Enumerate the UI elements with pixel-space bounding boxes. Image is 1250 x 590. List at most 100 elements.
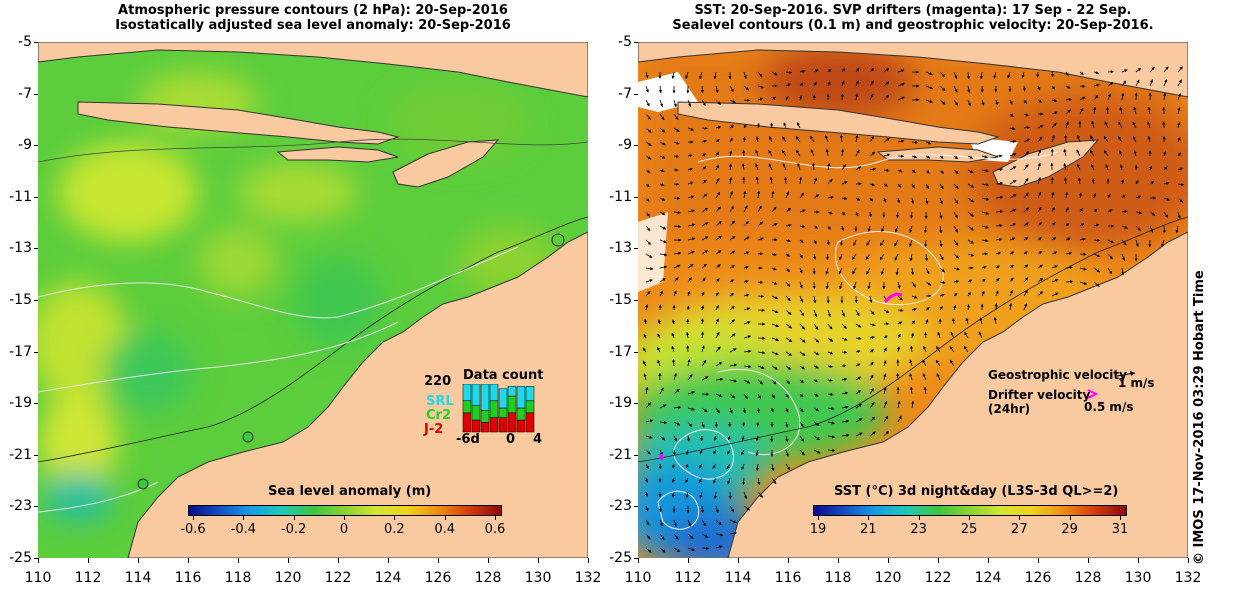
velocity-arrow bbox=[841, 80, 845, 87]
velocity-arrow bbox=[785, 393, 789, 398]
velocity-arrow bbox=[813, 379, 819, 383]
velocity-arrow bbox=[1051, 222, 1056, 227]
velocity-arrow bbox=[659, 113, 665, 121]
velocity-arrow bbox=[713, 435, 717, 441]
velocity-arrow bbox=[1106, 106, 1110, 115]
data-count-bar-cr2 bbox=[480, 410, 490, 423]
velocity-arrow bbox=[1121, 210, 1128, 214]
left-x-tick-label: 124 bbox=[374, 570, 402, 586]
velocity-arrow bbox=[685, 463, 689, 469]
velocity-arrow bbox=[687, 167, 693, 171]
velocity-arrow bbox=[757, 71, 763, 78]
velocity-arrow bbox=[713, 71, 717, 80]
right-x-tick-label: 120 bbox=[874, 570, 902, 586]
velocity-arrow bbox=[981, 239, 989, 243]
sst-colorbar bbox=[813, 505, 1127, 516]
velocity-arrow bbox=[785, 337, 793, 343]
velocity-arrow bbox=[937, 331, 941, 339]
velocity-legend: Geostrophic velocity 1 m/s Drifter veloc… bbox=[988, 368, 1168, 448]
velocity-arrow bbox=[925, 267, 930, 275]
velocity-arrow bbox=[1079, 237, 1086, 242]
velocity-arrow bbox=[1091, 163, 1095, 171]
velocity-arrow bbox=[715, 85, 719, 94]
sst-field bbox=[638, 42, 1188, 558]
left-x-tick-label: 118 bbox=[224, 570, 252, 586]
right-x-tick-label: 116 bbox=[774, 570, 802, 586]
velocity-arrow bbox=[771, 71, 778, 76]
right-x-tick bbox=[638, 558, 639, 563]
velocity-arrow bbox=[867, 225, 871, 233]
velocity-arrow bbox=[1093, 94, 1099, 101]
left-x-tick-label: 130 bbox=[524, 570, 552, 586]
velocity-arrow bbox=[1079, 96, 1086, 101]
left-y-tick-label: -13 bbox=[9, 240, 32, 257]
velocity-arrow bbox=[866, 267, 871, 275]
velocity-arrow bbox=[897, 295, 903, 301]
right-x-tick-label: 118 bbox=[824, 570, 852, 586]
island-chain bbox=[77, 101, 400, 145]
velocity-arrow bbox=[827, 179, 833, 185]
velocity-arrow bbox=[645, 113, 651, 120]
velocity-arrow bbox=[1163, 211, 1168, 218]
data-count-series-j2: J-2 bbox=[424, 422, 444, 437]
velocity-arrow bbox=[1091, 120, 1095, 129]
velocity-arrow bbox=[1051, 206, 1055, 213]
velocity-arrow bbox=[1079, 267, 1087, 271]
velocity-arrow bbox=[741, 463, 745, 471]
velocity-arrow bbox=[841, 211, 846, 216]
velocity-arrow bbox=[659, 547, 666, 553]
velocity-arrow bbox=[827, 211, 833, 215]
velocity-arrow bbox=[812, 162, 816, 171]
right-x-tick-label: 130 bbox=[1124, 570, 1152, 586]
velocity-arrow bbox=[755, 149, 759, 157]
velocity-arrow bbox=[951, 317, 956, 325]
velocity-arrow bbox=[687, 407, 695, 411]
left-title-line1: Atmospheric pressure contours (2 hPa): 2… bbox=[118, 3, 508, 18]
velocity-arrow bbox=[1107, 253, 1113, 260]
velocity-arrow bbox=[840, 93, 844, 101]
velocity-arrow bbox=[742, 421, 746, 427]
velocity-arrow bbox=[812, 253, 817, 260]
left-y-tick bbox=[34, 42, 38, 43]
velocity-arrow bbox=[1107, 267, 1113, 275]
right-x-tick-label: 114 bbox=[724, 570, 752, 586]
velocity-arrow bbox=[869, 135, 875, 143]
velocity-arrow bbox=[757, 365, 765, 369]
right-y-tick bbox=[634, 248, 638, 250]
velocity-arrow bbox=[810, 135, 815, 143]
velocity-arrow bbox=[659, 387, 664, 395]
velocity-arrow bbox=[701, 236, 709, 241]
velocity-arrow bbox=[1079, 107, 1084, 115]
velocity-arrow bbox=[715, 346, 721, 353]
velocity-arrow bbox=[897, 82, 905, 87]
left-y-tick bbox=[34, 558, 38, 559]
velocity-arrow bbox=[953, 304, 957, 311]
velocity-arrow bbox=[687, 290, 691, 297]
velocity-arrow bbox=[1037, 85, 1041, 91]
velocity-arrow bbox=[939, 99, 946, 105]
velocity-arrow bbox=[1037, 237, 1042, 241]
velocity-arrow bbox=[657, 333, 661, 339]
velocity-arrow bbox=[728, 163, 733, 171]
velocity-arrow bbox=[799, 192, 805, 199]
velocity-arrow bbox=[1037, 264, 1044, 269]
velocity-arrow bbox=[964, 331, 969, 339]
velocity-arrow bbox=[642, 360, 647, 367]
geostrophic-scale-arrow bbox=[1116, 371, 1136, 377]
velocity-arrow bbox=[923, 345, 927, 353]
left-x-tick-label: 132 bbox=[574, 570, 602, 586]
velocity-arrow bbox=[953, 99, 959, 106]
velocity-arrow bbox=[715, 164, 719, 171]
velocity-arrow bbox=[799, 421, 804, 428]
velocity-arrow bbox=[897, 169, 903, 173]
velocity-arrow bbox=[883, 401, 888, 409]
velocity-arrow bbox=[910, 267, 915, 276]
velocity-arrow bbox=[1163, 151, 1167, 157]
velocity-arrow bbox=[687, 533, 694, 540]
velocity-arrow bbox=[743, 393, 748, 400]
velocity-arrow bbox=[785, 295, 791, 302]
velocity-arrow bbox=[924, 253, 929, 262]
velocity-arrow bbox=[799, 82, 804, 87]
velocity-arrow bbox=[769, 176, 773, 185]
right-x-tick bbox=[738, 558, 739, 563]
